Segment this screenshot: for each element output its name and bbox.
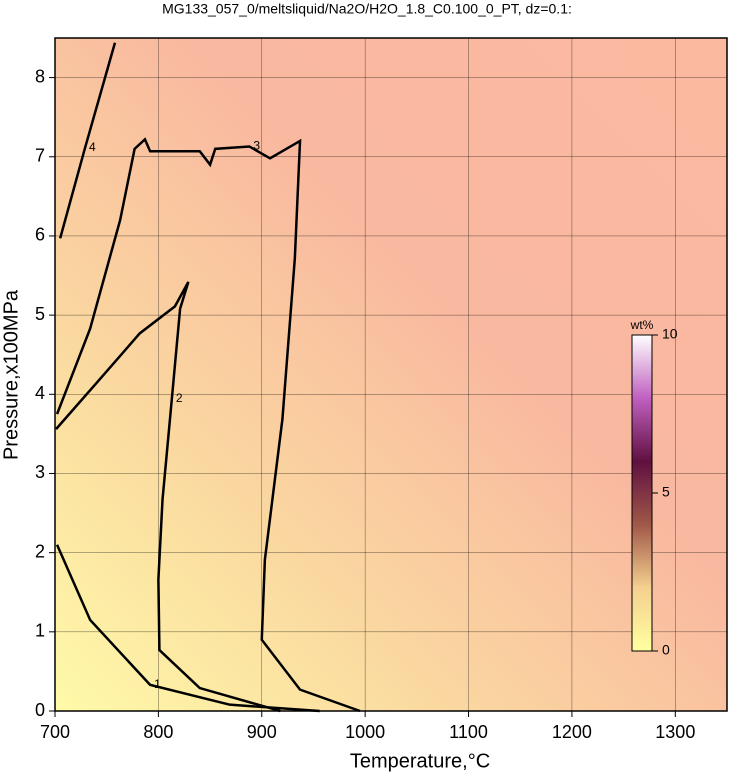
colorbar [631,334,653,652]
x-tick-label: 800 [143,722,173,742]
x-tick-label: 700 [40,722,70,742]
x-tick-label: 1300 [655,722,695,742]
x-tick-label: 900 [247,722,277,742]
x-axis-label: Temperature,°C [350,750,490,772]
y-tick-label: 6 [35,225,45,245]
y-tick-label: 2 [35,541,45,561]
y-tick-label: 3 [35,462,45,482]
x-tick-label: 1100 [449,722,488,742]
y-tick-label: 4 [35,383,45,403]
colorbar-label: wt% [630,318,654,332]
contour-line [55,137,361,713]
contour-label: 4 [89,140,96,154]
y-tick-label: 0 [35,700,45,720]
x-tick-label: 1000 [345,722,385,742]
y-tick-label: 7 [35,146,45,166]
y-tick-label: 5 [35,304,45,324]
y-tick-label: 1 [35,621,45,641]
contour-label: 2 [176,391,183,405]
colorbar-tick-label: 10 [662,326,678,342]
contour-label: 1 [154,677,161,691]
y-axis-label: Pressure,x100MPa [0,289,22,460]
contour-line [55,281,281,713]
plot-frame [54,37,728,712]
contour-label: 3 [253,139,260,153]
colorbar-tick-label: 0 [662,642,670,658]
contour-line [58,42,117,239]
contour-line [55,544,320,713]
chart-title: MG133_057_0/meltsliquid/Na2O/H2O_1.8_C0.… [162,1,572,17]
x-tick-label: 1200 [552,722,592,742]
plot-background [55,38,727,711]
y-tick-label: 8 [35,66,45,86]
colorbar-tick-label: 5 [662,484,670,500]
